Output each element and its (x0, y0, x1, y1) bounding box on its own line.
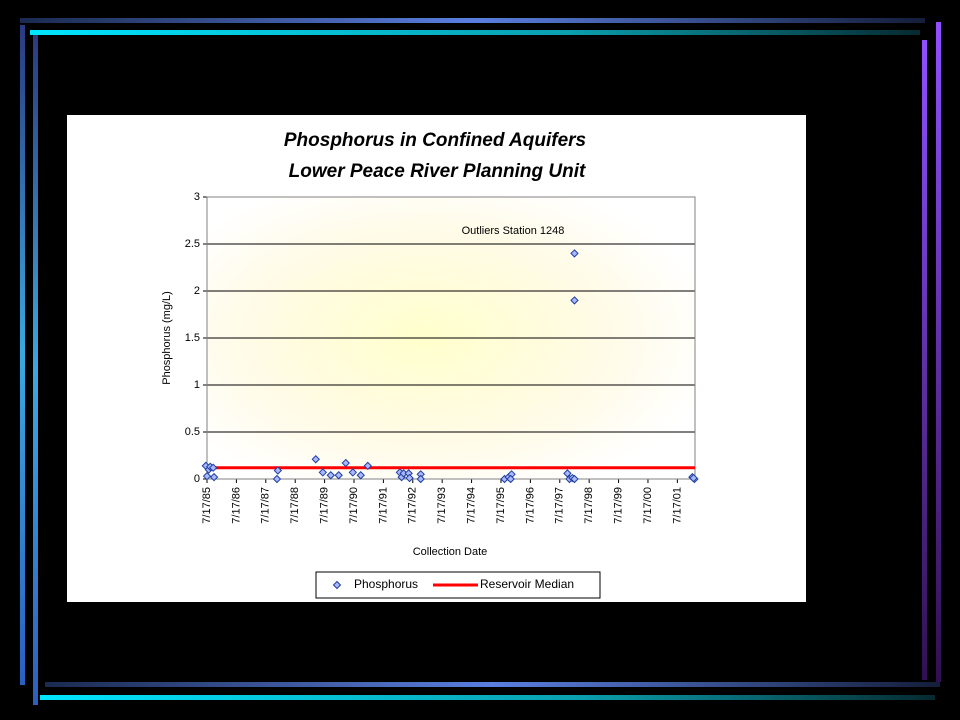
point (570, 249, 579, 258)
chart-subtitle: Lower Peace River Planning Unit (289, 161, 586, 182)
x-tick-label: 7/17/87 (260, 487, 272, 524)
plot: 0 0.5 1 1.5 2 2.5 3 7/17/85 7/17/86 7/17/87 7/17/8… (185, 191, 699, 524)
x-tick-label: 7/17/85 (201, 487, 213, 524)
x-tick-label: 7/17/97 (554, 487, 566, 524)
y-tick-label: 1.5 (185, 332, 200, 344)
y-tick-label: 2.5 (185, 238, 200, 250)
x-axis-label: Collection Date (413, 546, 488, 558)
annotation: Outliers Station 1248 (462, 225, 565, 237)
point (272, 474, 282, 484)
point (208, 463, 218, 472)
x-tick-label: 7/17/86 (230, 487, 242, 524)
point (311, 455, 320, 464)
point (363, 461, 373, 471)
chart-title: Phosphorus in Confined Aquifers (284, 130, 586, 151)
y-tick-label: 0 (194, 473, 200, 485)
point (348, 468, 358, 477)
x-tick-label: 7/17/88 (289, 487, 301, 524)
y-tick-label: 1 (194, 379, 200, 391)
x-tick-label: 7/17/96 (524, 487, 536, 524)
x-tick-label: 7/17/00 (642, 487, 654, 524)
legend-label: Phosphorus (354, 577, 418, 591)
point (356, 471, 365, 480)
point (334, 471, 343, 480)
x-tick-label: 7/17/98 (583, 487, 595, 524)
point (570, 296, 579, 305)
point (209, 472, 219, 482)
x-tick-label: 7/17/01 (671, 487, 683, 524)
y-tick-label: 0.5 (185, 426, 200, 438)
legend-label: Reservoir Median (480, 577, 574, 591)
point (416, 474, 425, 484)
legend-marker (332, 580, 342, 590)
y-tick-label: 3 (194, 191, 200, 203)
y-axis-label: Phosphorus (mg/L) (161, 291, 173, 385)
x-tick-label: 7/17/99 (612, 487, 624, 524)
point (689, 473, 698, 483)
x-tick-label: 7/17/89 (318, 487, 330, 524)
x-tick-label: 7/17/90 (348, 487, 360, 524)
x-tick-label: 7/17/93 (436, 487, 448, 524)
point (405, 473, 414, 483)
point (341, 458, 350, 468)
x-tick-label: 7/17/95 (495, 487, 507, 524)
point (273, 466, 283, 475)
slide-decoration (20, 18, 941, 705)
x-tick-label: 7/17/94 (465, 487, 477, 524)
point (506, 474, 515, 484)
point (326, 471, 335, 480)
y-tick-label: 2 (194, 285, 200, 297)
point (202, 471, 212, 481)
x-tick-label: 7/17/91 (377, 487, 389, 524)
plot-border (206, 196, 696, 480)
x-tick-label: 7/17/92 (407, 487, 419, 524)
point (570, 474, 579, 484)
point (318, 468, 328, 477)
